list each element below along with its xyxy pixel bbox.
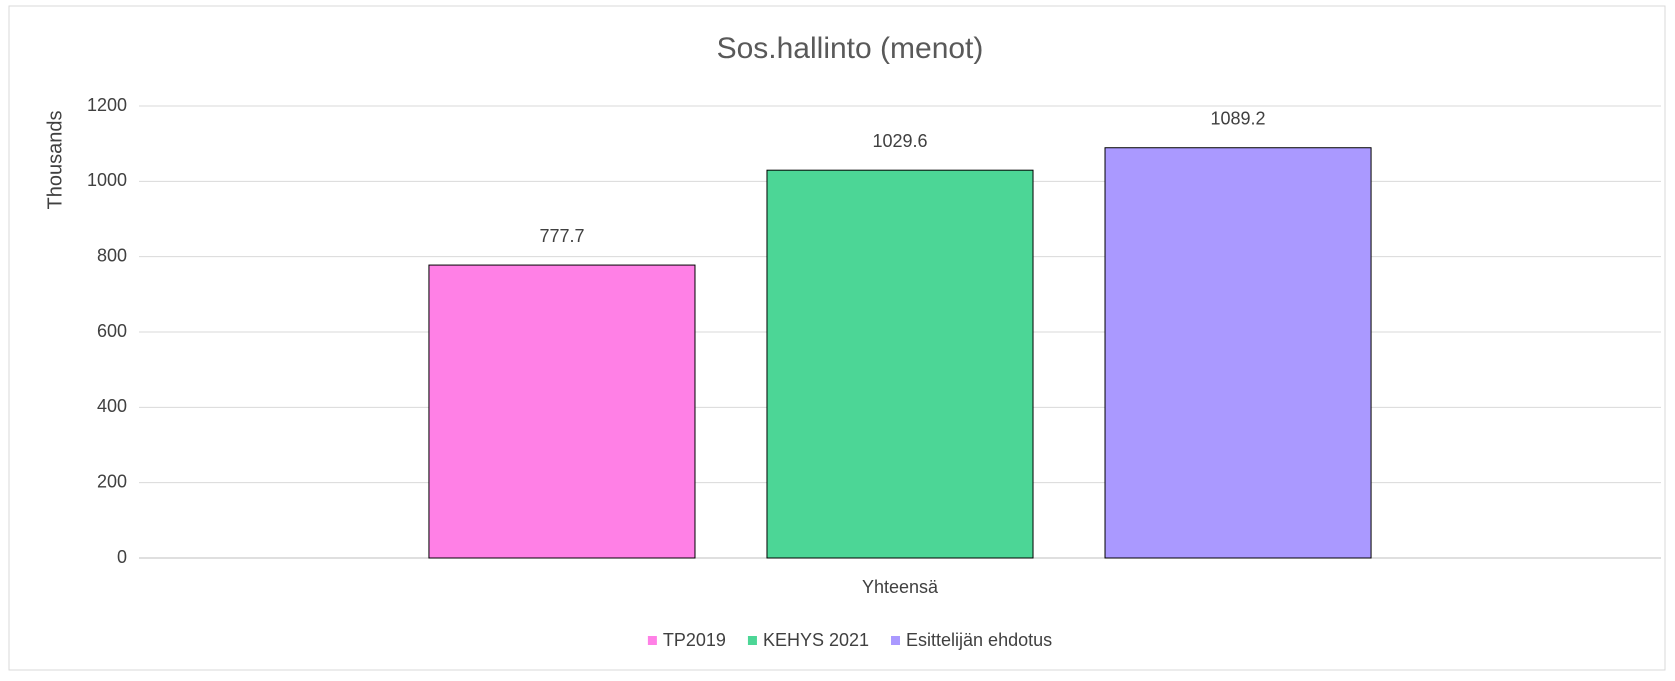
data-label: 1089.2 — [1211, 108, 1266, 128]
data-label: 1029.6 — [872, 131, 927, 151]
bar — [428, 264, 696, 559]
bar — [1104, 147, 1372, 559]
data-label: 777.7 — [539, 226, 584, 246]
legend-swatch — [891, 636, 901, 645]
legend-swatch — [747, 636, 757, 645]
x-tick-label: Yhteensä — [862, 577, 939, 597]
y-tick-label: 1000 — [87, 170, 127, 190]
y-tick-label: 0 — [117, 547, 127, 567]
y-tick-label: 600 — [97, 321, 127, 341]
legend-label: KEHYS 2021 — [763, 630, 869, 650]
legend-swatch — [647, 636, 657, 645]
y-axis-title: Thousands — [44, 111, 66, 210]
legend-label: TP2019 — [663, 630, 726, 650]
chart-title: Sos.hallinto (menot) — [717, 32, 984, 65]
y-tick-label: 1200 — [87, 95, 127, 115]
y-tick-label: 200 — [97, 471, 127, 491]
bar — [766, 169, 1034, 559]
y-tick-label: 800 — [97, 245, 127, 265]
legend-label: Esittelijän ehdotus — [906, 630, 1052, 650]
y-tick-label: 400 — [97, 396, 127, 416]
